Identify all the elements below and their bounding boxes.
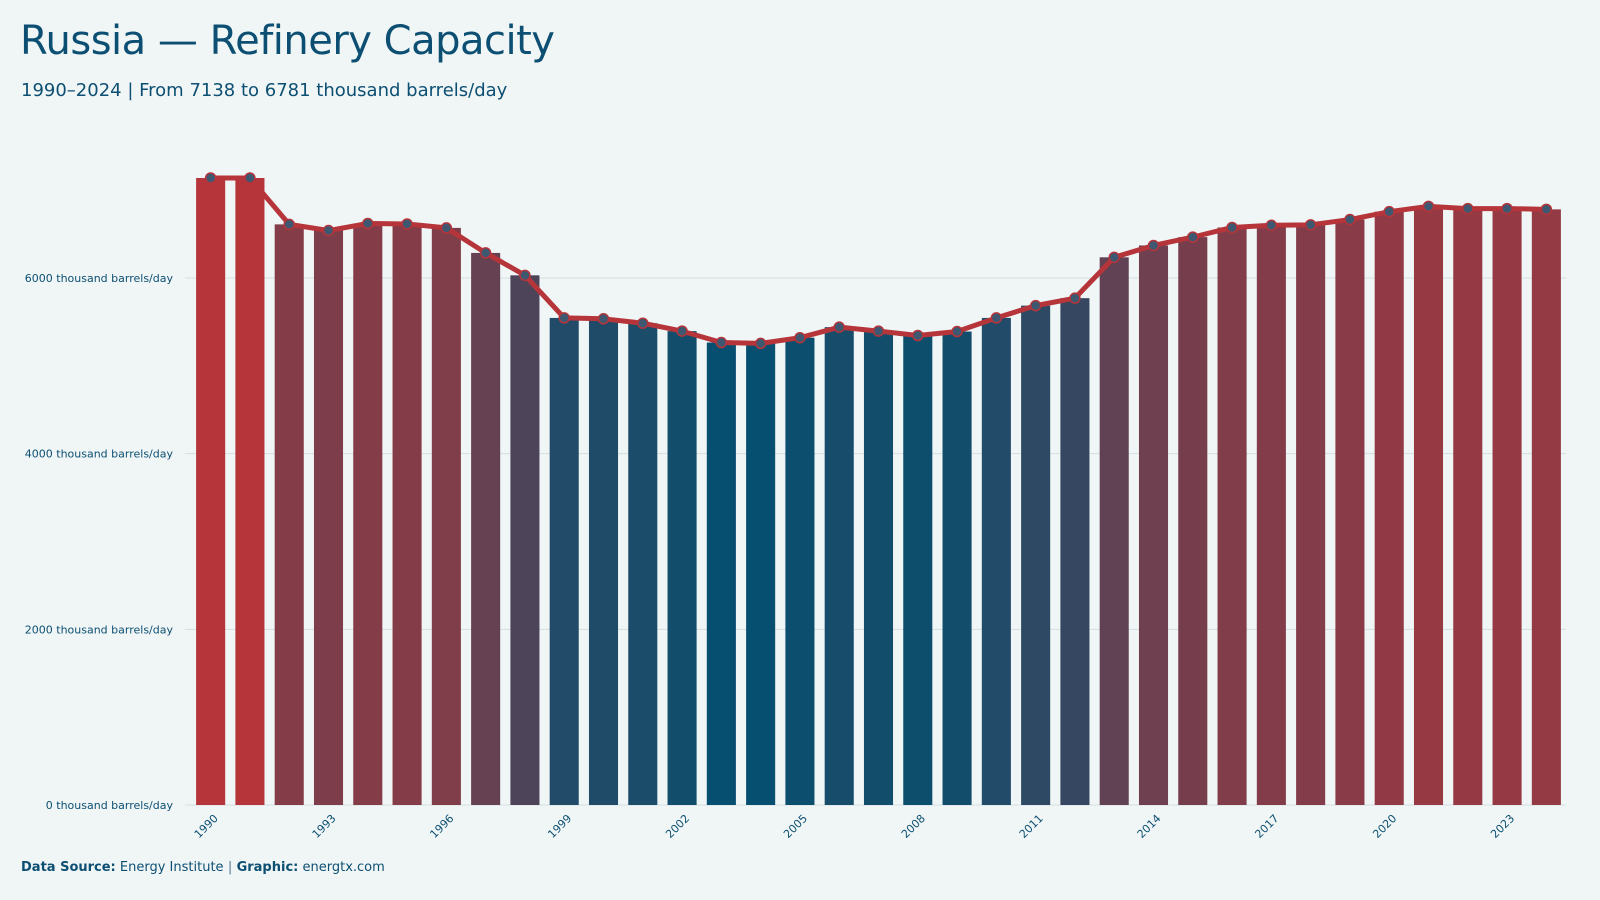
marker-1994 xyxy=(362,217,374,230)
bar-1999 xyxy=(549,317,579,805)
bar-2015 xyxy=(1178,237,1208,805)
marker-2015 xyxy=(1187,231,1199,243)
marker-1993 xyxy=(322,224,335,237)
line-markers xyxy=(204,172,1553,350)
marker-2013 xyxy=(1108,251,1120,264)
bar-2006 xyxy=(824,327,854,805)
graphic-value: energtx.com xyxy=(302,860,385,875)
marker-2003 xyxy=(715,336,728,349)
marker-2024 xyxy=(1540,203,1553,216)
marker-2007 xyxy=(872,325,885,337)
y-axis-tick-labels: 0 thousand barrels/day 2000 thousand barr… xyxy=(25,272,174,812)
marker-2016 xyxy=(1226,221,1238,234)
x-axis-tick-labels: 1990 1993 1996 1999 2002 2005 2008 2011 2014 2017… xyxy=(192,812,1517,841)
bars xyxy=(196,178,1561,806)
bar-2017 xyxy=(1256,225,1286,805)
marker-2002 xyxy=(676,325,688,337)
bar-1998 xyxy=(510,275,540,805)
bar-2002 xyxy=(667,331,697,805)
bar-2009 xyxy=(942,331,972,805)
bar-2003 xyxy=(706,342,736,805)
x-tick-label: 1993 xyxy=(310,812,339,841)
bar-2023 xyxy=(1492,208,1522,805)
bar-2000 xyxy=(588,318,619,805)
marker-1992 xyxy=(283,218,295,231)
x-tick-label: 2017 xyxy=(1252,812,1281,841)
bar-1992 xyxy=(274,224,304,805)
marker-2008 xyxy=(912,329,924,342)
x-tick-label: 2002 xyxy=(663,812,692,841)
marker-2017 xyxy=(1265,219,1278,232)
marker-2014 xyxy=(1147,239,1160,252)
marker-1990 xyxy=(204,172,217,184)
y-tick-label: 6000 thousand barrels/day xyxy=(25,272,174,285)
marker-1991 xyxy=(244,172,256,184)
y-tick-label: 4000 thousand barrels/day xyxy=(25,448,174,461)
bar-2022 xyxy=(1453,208,1483,805)
bar-2005 xyxy=(785,337,815,805)
x-tick-label: 1990 xyxy=(192,812,221,841)
bar-1997 xyxy=(471,252,501,805)
bar-2021 xyxy=(1413,206,1444,805)
bar-2020 xyxy=(1374,211,1404,805)
bar-1990 xyxy=(196,178,226,805)
bar-2010 xyxy=(981,317,1011,805)
marker-1998 xyxy=(519,269,531,282)
bar-2008 xyxy=(903,335,933,805)
bar-1996 xyxy=(431,227,461,806)
x-tick-label: 2014 xyxy=(1135,812,1164,841)
source-label: Data Source: xyxy=(21,860,116,875)
marker-2009 xyxy=(951,325,963,338)
marker-2000 xyxy=(597,313,610,325)
source-value: Energy Institute xyxy=(119,860,224,875)
x-tick-label: 2011 xyxy=(1017,812,1046,841)
bar-2001 xyxy=(628,323,658,805)
bar-1991 xyxy=(235,178,265,805)
marker-2018 xyxy=(1304,219,1317,231)
marker-2021 xyxy=(1422,200,1435,213)
y-tick-label: 2000 thousand barrels/day xyxy=(25,623,174,636)
x-tick-label: 1996 xyxy=(427,812,456,841)
marker-1995 xyxy=(401,218,413,230)
x-tick-label: 2023 xyxy=(1488,812,1517,841)
marker-1996 xyxy=(440,222,453,234)
x-tick-label: 2005 xyxy=(781,812,810,841)
bar-2013 xyxy=(1099,257,1129,805)
bar-2019 xyxy=(1335,219,1365,805)
footer-separator: | xyxy=(227,860,233,875)
marker-1999 xyxy=(558,312,570,324)
marker-2006 xyxy=(833,321,845,333)
marker-2005 xyxy=(794,331,806,344)
bar-2014 xyxy=(1138,245,1169,805)
graphic-label: Graphic: xyxy=(236,860,299,875)
chart-title: Russia — Refinery Capacity xyxy=(20,18,555,64)
x-tick-label: 2020 xyxy=(1370,812,1399,841)
marker-2023 xyxy=(1501,202,1513,215)
marker-2022 xyxy=(1462,202,1474,215)
marker-2019 xyxy=(1344,213,1356,226)
bar-2024 xyxy=(1531,209,1561,806)
bar-1993 xyxy=(313,230,344,806)
marker-2012 xyxy=(1069,292,1081,304)
bar-2004 xyxy=(746,343,776,805)
x-tick-label: 1999 xyxy=(545,812,574,841)
bar-2007 xyxy=(863,331,894,805)
marker-2010 xyxy=(990,312,1003,324)
bar-2016 xyxy=(1217,227,1247,806)
bar-2011 xyxy=(1021,305,1051,805)
marker-2001 xyxy=(637,317,649,329)
marker-2020 xyxy=(1383,205,1395,218)
marker-2011 xyxy=(1029,299,1042,312)
y-tick-label: 0 thousand barrels/day xyxy=(46,799,174,812)
bar-1995 xyxy=(392,223,422,805)
footer: Data Source: Energy Institute | Graphic:… xyxy=(21,860,385,875)
chart-subtitle: 1990–2024 | From 7138 to 6781 thousand b… xyxy=(21,80,508,101)
x-tick-label: 2008 xyxy=(899,812,928,841)
bar-2012 xyxy=(1060,298,1090,805)
marker-1997 xyxy=(479,247,492,259)
marker-2004 xyxy=(754,337,767,350)
bar-2018 xyxy=(1296,224,1326,805)
bar-1994 xyxy=(353,223,383,805)
